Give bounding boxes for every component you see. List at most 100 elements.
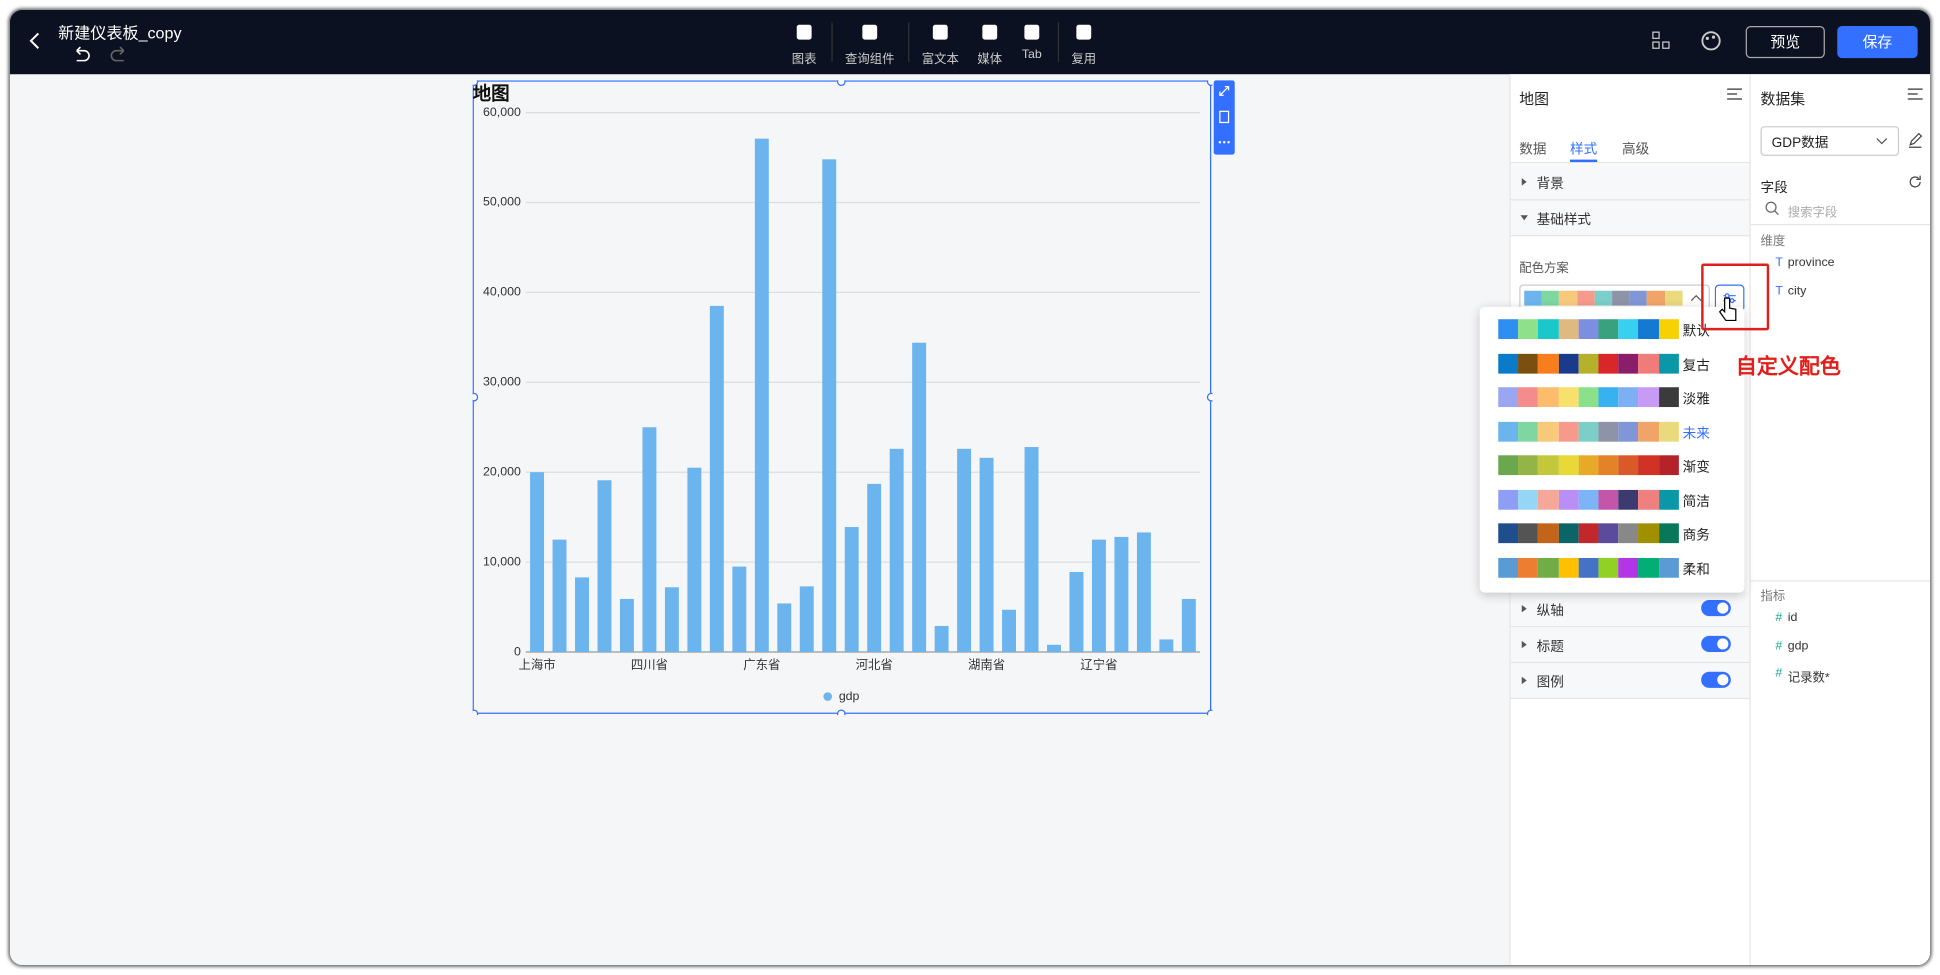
toolbar-label: 复用: [1071, 53, 1097, 67]
edit-icon[interactable]: [1907, 131, 1924, 148]
legend-label: gdp: [839, 689, 860, 703]
resize-handle[interactable]: [472, 392, 479, 402]
chart[interactable]: 地图 0 10,000 20,000 30,000 40,000 50,000 60,000…: [472, 80, 1213, 716]
toolbar-item[interactable]: Tab: [1001, 20, 1063, 69]
resize-handle[interactable]: [472, 709, 479, 716]
toggle-row[interactable]: 图例: [1510, 663, 1751, 700]
field-item[interactable]: # id: [1751, 611, 1930, 631]
resize-handle[interactable]: [472, 80, 479, 86]
save-button[interactable]: 保存: [1837, 25, 1918, 59]
tab[interactable]: 高级: [1621, 142, 1650, 158]
y-tick-label: 60,000: [483, 105, 521, 119]
resize-handle[interactable]: [1206, 80, 1213, 86]
caret: [1876, 138, 1888, 145]
bar: [664, 587, 679, 653]
bar: [642, 427, 657, 653]
nav-icons[interactable]: [25, 30, 136, 72]
swatch: [1658, 319, 1679, 339]
bar: [732, 566, 747, 653]
scheme-option[interactable]: 渐变: [1498, 455, 1733, 476]
resize-handle[interactable]: [836, 709, 846, 716]
bar: [822, 159, 837, 653]
toolbar-item[interactable]: 媒体: [959, 20, 1021, 69]
swatch: [1558, 421, 1579, 442]
dataset-select[interactable]: GDP数据: [1760, 126, 1900, 156]
tab[interactable]: 数据: [1519, 142, 1547, 158]
scheme-option[interactable]: 复古: [1498, 353, 1733, 374]
toolbar-item[interactable]: 查询组件: [839, 20, 901, 69]
toggle-row[interactable]: 纵轴: [1510, 591, 1751, 628]
swatch: [1538, 523, 1559, 544]
y-tick-label: 20,000: [483, 464, 521, 478]
resize-handle[interactable]: [836, 80, 846, 86]
selected-swatch: [1664, 290, 1683, 306]
caret: [1520, 215, 1528, 221]
swatch: [1618, 319, 1639, 339]
scheme-option[interactable]: 淡雅: [1498, 387, 1733, 408]
field-item[interactable]: # 记录数*: [1751, 667, 1930, 687]
swatch: [1618, 455, 1639, 476]
menu-icon[interactable]: [1726, 87, 1743, 102]
tab[interactable]: 样式: [1570, 142, 1598, 158]
section-header[interactable]: 背景: [1510, 164, 1751, 201]
swatch: [1638, 387, 1659, 408]
search-input[interactable]: 搜索字段: [1787, 206, 1838, 221]
field-name: id: [1787, 611, 1798, 625]
caret-shape: [1521, 640, 1527, 649]
swatch: [1558, 455, 1579, 476]
scheme-option[interactable]: 简洁: [1498, 489, 1733, 510]
section-header[interactable]: 基础样式: [1510, 200, 1751, 237]
selected-swatch: [1559, 290, 1577, 306]
y-tick-label: 0: [514, 644, 521, 658]
field-icon: #: [1775, 611, 1783, 625]
toolbar-separator: [831, 22, 833, 62]
scheme-option[interactable]: 商务: [1498, 523, 1733, 544]
bar: [844, 527, 859, 653]
swatch: [1638, 455, 1659, 476]
annotation: 自定义配色: [1735, 355, 1841, 379]
field-item[interactable]: # gdp: [1751, 639, 1930, 659]
swatch: [1638, 489, 1659, 510]
toolbar-icon: [796, 24, 812, 40]
scheme-name: 复古: [1682, 358, 1710, 374]
field-icon: #: [1775, 639, 1783, 653]
component-toolbar[interactable]: [1213, 80, 1235, 155]
selected-swatch: [1629, 290, 1648, 306]
refresh-icon[interactable]: [1908, 174, 1923, 189]
toolbar-item[interactable]: 富文本: [909, 20, 971, 69]
tool-icons[interactable]: [1649, 28, 1736, 53]
dataset-name: GDP数据: [1771, 136, 1829, 151]
selected-swatch: [1524, 290, 1542, 306]
caret: [1521, 604, 1527, 613]
bar: [552, 539, 567, 653]
toggle[interactable]: [1701, 600, 1731, 617]
x-tick-label: 湖南省: [968, 657, 1005, 672]
toggle[interactable]: [1701, 635, 1731, 653]
toolbar-item[interactable]: 复用: [1053, 20, 1115, 69]
scheme-option[interactable]: 柔和: [1498, 557, 1733, 578]
resize-handle[interactable]: [1206, 392, 1213, 402]
toggle-row[interactable]: 标题: [1510, 627, 1751, 664]
menu-icon[interactable]: [1907, 87, 1924, 102]
bar: [1091, 539, 1106, 653]
field-name: city: [1787, 283, 1807, 298]
swatch: [1578, 421, 1599, 442]
swatch: [1618, 353, 1639, 374]
resize-handle[interactable]: [1206, 709, 1213, 716]
toolbar-separator: [1057, 22, 1060, 62]
swatch: [1578, 523, 1599, 544]
toggle[interactable]: [1701, 671, 1731, 688]
scheme-option[interactable]: 默认: [1498, 319, 1733, 339]
toolbar-item[interactable]: 图表: [773, 20, 835, 69]
swatch: [1658, 387, 1679, 408]
highlight-box: [1701, 263, 1770, 331]
swatch: [1558, 319, 1579, 339]
preview-button[interactable]: 预览: [1745, 25, 1825, 59]
scheme-option[interactable]: 未来: [1498, 421, 1733, 442]
bar: [1047, 644, 1061, 653]
caret: [1521, 640, 1527, 649]
swatch: [1578, 489, 1599, 510]
